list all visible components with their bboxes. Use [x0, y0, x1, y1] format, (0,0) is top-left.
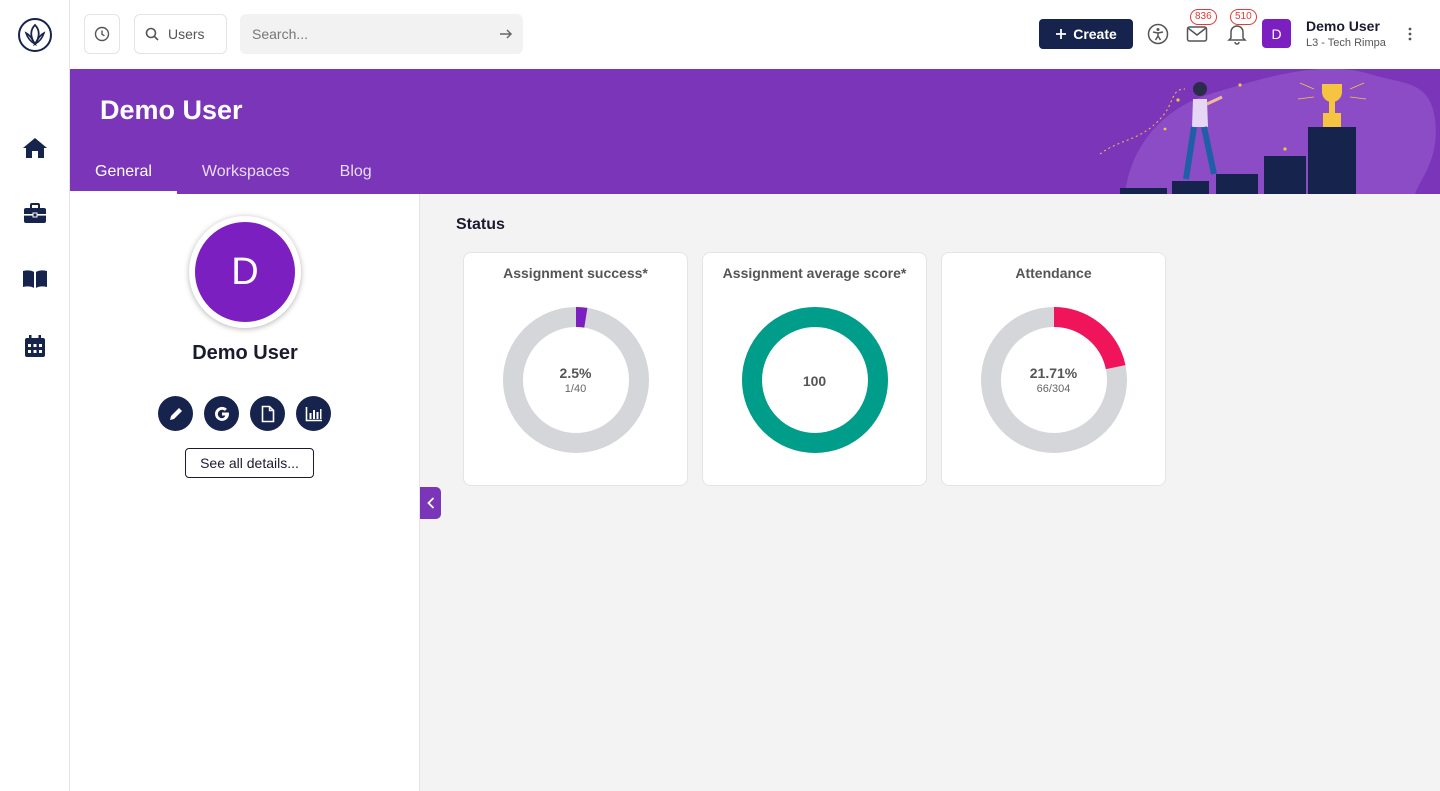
nav-home-button[interactable]: [20, 133, 50, 163]
profile-name: Demo User: [192, 342, 298, 364]
google-button[interactable]: [204, 396, 239, 431]
donut-fraction: 1/40: [564, 383, 587, 395]
pencil-icon: [169, 407, 182, 420]
card-title: Attendance: [1015, 265, 1092, 281]
user-avatar[interactable]: D: [1262, 19, 1291, 48]
donut-percent: 2.5%: [559, 365, 592, 381]
notifications-button[interactable]: 510: [1225, 9, 1257, 46]
tab-general[interactable]: General: [70, 155, 177, 194]
mail-icon: [1186, 26, 1208, 42]
left-rail: [0, 0, 70, 791]
clock-icon: [94, 26, 110, 42]
assignment-success-card: Assignment success* 2.5% 1/40: [463, 252, 688, 486]
assignment-average-score-card: Assignment average score* 100: [702, 252, 927, 486]
analytics-button[interactable]: [296, 396, 331, 431]
search-scope-button[interactable]: Users: [134, 14, 227, 54]
bar-chart-icon: [305, 406, 322, 421]
bell-icon: [1227, 25, 1247, 45]
create-button-label: Create: [1073, 26, 1117, 42]
chevron-left-icon: [426, 497, 434, 509]
accessibility-button[interactable]: [1146, 22, 1170, 46]
donut-percent: 100: [802, 373, 827, 389]
kebab-menu-icon: [1408, 27, 1412, 41]
banner-title: Demo User: [100, 95, 243, 125]
search-icon: [145, 27, 159, 41]
google-icon: [214, 406, 229, 421]
donut-value-arc: [981, 307, 1127, 453]
history-button[interactable]: [84, 14, 120, 54]
donut-chart: [503, 307, 649, 453]
collapse-panel-button[interactable]: [420, 487, 441, 519]
see-all-details-button[interactable]: See all details...: [185, 448, 314, 478]
arrow-right-icon[interactable]: [497, 25, 515, 43]
document-icon: [261, 405, 274, 422]
user-name: Demo User: [1306, 18, 1380, 34]
document-button[interactable]: [250, 396, 285, 431]
donut-chart: [742, 307, 888, 453]
search-input[interactable]: [240, 15, 480, 53]
nav-calendar-button[interactable]: [20, 331, 50, 361]
plus-icon: [1056, 29, 1067, 39]
nav-courses-button[interactable]: [20, 264, 50, 294]
open-book-icon: [23, 270, 47, 288]
profile-tabs: General Workspaces Blog: [70, 155, 397, 194]
donut-center: 2.5% 1/40: [464, 365, 687, 395]
donut-fraction: 66/304: [1036, 383, 1071, 395]
app-logo-icon[interactable]: [17, 17, 53, 53]
search-scope-label: Users: [168, 26, 205, 42]
mail-count-badge: 836: [1190, 9, 1217, 25]
card-title: Assignment average score*: [722, 265, 907, 281]
tab-blog[interactable]: Blog: [339, 163, 372, 180]
edit-button[interactable]: [158, 396, 193, 431]
donut-value-arc: [742, 307, 888, 453]
donut-center: 100: [703, 373, 926, 389]
card-title: Assignment success*: [503, 265, 648, 281]
attendance-card: Attendance 21.71% 66/304: [941, 252, 1166, 486]
user-role: L3 - Tech Rimpa: [1306, 37, 1386, 49]
accessibility-icon: [1147, 23, 1169, 45]
nav-workspaces-button[interactable]: [20, 198, 50, 228]
briefcase-icon: [24, 203, 46, 223]
donut-percent: 21.71%: [1029, 365, 1078, 381]
donut-center: 21.71% 66/304: [942, 365, 1165, 395]
profile-banner: Demo User General Workspaces Blog: [70, 69, 1440, 194]
profile-actions: [158, 396, 331, 431]
user-menu[interactable]: Demo User L3 - Tech Rimpa: [1306, 18, 1386, 49]
messages-button[interactable]: 836: [1185, 9, 1217, 46]
status-heading: Status: [456, 216, 505, 233]
donut-value-arc: [503, 307, 649, 453]
more-options-button[interactable]: [1400, 22, 1420, 46]
home-icon: [23, 138, 47, 158]
notification-count-badge: 510: [1230, 9, 1257, 25]
top-bar: Users Create 836 510 D Demo User L3 - Te…: [70, 0, 1440, 69]
tab-workspaces[interactable]: Workspaces: [201, 163, 290, 180]
calendar-icon: [25, 335, 45, 357]
donut-chart: [981, 307, 1127, 453]
profile-avatar: D: [189, 216, 301, 328]
create-button[interactable]: Create: [1039, 19, 1133, 49]
achievement-illustration: [1099, 69, 1436, 194]
profile-panel: D Demo User See all details...: [70, 194, 420, 791]
search-bar: [240, 14, 523, 54]
